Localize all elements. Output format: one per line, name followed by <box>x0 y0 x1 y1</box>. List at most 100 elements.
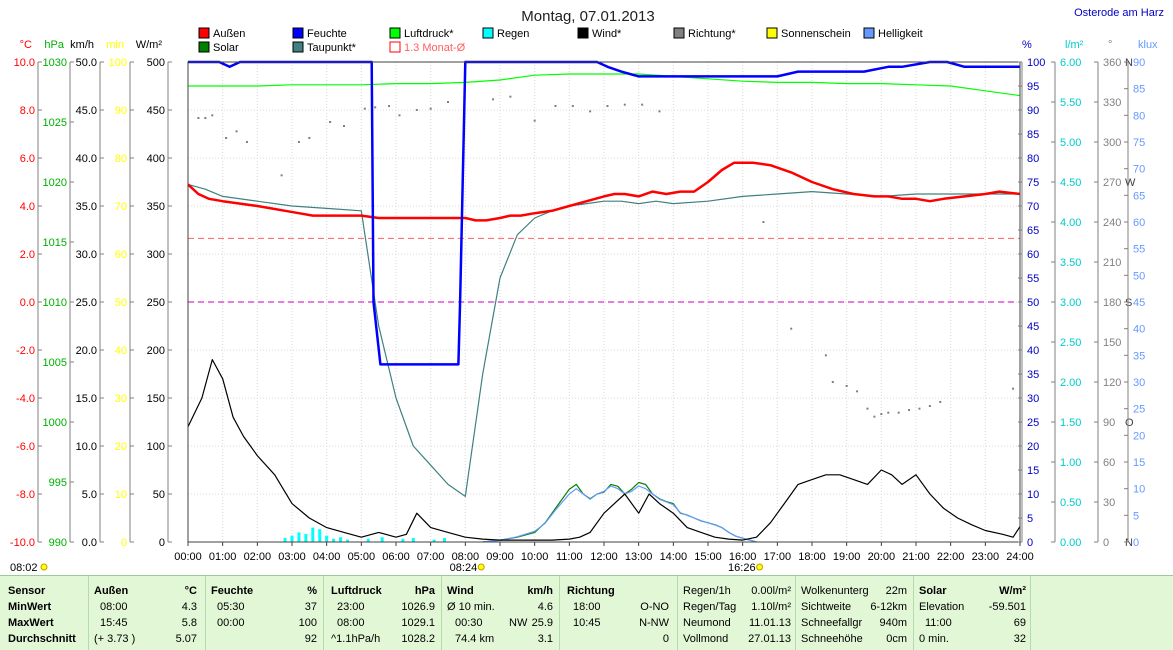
luftdruck-unit: hPa <box>414 585 435 597</box>
direction-dot <box>939 401 942 403</box>
wolkenunterg-value: 22m <box>885 585 907 597</box>
richtung-max-value: N-NW <box>639 617 669 629</box>
axis-tick-label-left: 45.0 <box>76 105 97 117</box>
rain-bar <box>283 538 287 542</box>
x-tick-label: 24:00 <box>1006 551 1034 563</box>
direction-dot <box>235 130 238 133</box>
direction-dot <box>343 125 345 127</box>
solar-avg-value: 32 <box>1013 633 1026 645</box>
aussen-max-value: 5.8 <box>181 617 197 629</box>
x-tick-label: 06:00 <box>382 551 410 563</box>
direction-dot <box>845 385 848 387</box>
sun-marker-icon <box>40 563 48 571</box>
rain-bars <box>283 527 447 542</box>
axis-tick-label-right: 80 <box>1133 110 1145 122</box>
axis-unit-left: min <box>106 39 124 51</box>
axis-tick-label-left: 35.0 <box>76 201 97 213</box>
solar-sunshine-minutes: 0 min. <box>919 633 949 645</box>
direction-dot <box>492 98 495 101</box>
axis-tick-label-left: -4.0 <box>16 393 35 405</box>
legend-swatch <box>198 27 210 39</box>
x-tick-label: 11:00 <box>556 551 583 563</box>
axis-tick-label-left: 990 <box>49 537 67 549</box>
axis-tick-label-right: 80 <box>1027 153 1039 165</box>
direction-dot <box>928 405 931 407</box>
axis-tick-label-right: 5 <box>1133 510 1139 522</box>
axis-tick-label-left: 50.0 <box>76 57 97 69</box>
axis-tick-label-right: 30 <box>1027 393 1039 405</box>
legend-label: Feuchte <box>307 28 347 40</box>
direction-dot <box>873 415 876 418</box>
axis-tick-label-left: 1000 <box>43 417 67 429</box>
rain-bar <box>318 529 322 542</box>
axis-tick-label-left: 50 <box>153 489 165 501</box>
aussen-avg-note: (+ 3.73 ) <box>94 633 136 645</box>
axis-tick-label-left: 15.0 <box>76 393 97 405</box>
axis-tick-label-right: 3.00 <box>1060 297 1081 309</box>
legend-item[interactable]: Taupunkt* <box>292 41 357 54</box>
axis-tick-label-right: 4.00 <box>1060 217 1081 229</box>
x-tick-label: 08:00 <box>452 551 480 563</box>
legend-item[interactable]: Helligkeit <box>863 27 923 40</box>
legend-item[interactable]: Regen <box>482 27 529 40</box>
legend-swatch <box>863 27 875 39</box>
axis-tick-label-left: 60 <box>115 249 127 261</box>
wind-max-time: 00:30 <box>455 617 483 629</box>
legend-label: Solar <box>213 42 239 54</box>
legend-item[interactable]: Außen <box>198 27 245 40</box>
direction-dot <box>824 354 827 357</box>
direction-dot <box>897 411 900 414</box>
axis-tick-label-right: 95 <box>1027 81 1039 93</box>
legend-item[interactable]: Solar <box>198 41 239 54</box>
direction-dot <box>571 105 574 107</box>
legend-label: Taupunkt* <box>307 42 357 54</box>
legend-swatch <box>292 27 304 39</box>
direction-dot <box>415 109 418 111</box>
legend-item[interactable]: Sonnenschein <box>766 27 851 40</box>
legend-label: Wind* <box>592 28 622 40</box>
legend-item[interactable]: Richtung* <box>673 27 736 40</box>
rain-bar <box>290 535 294 542</box>
sun-marker-icon <box>756 563 764 571</box>
schneehoehe-value: 0cm <box>886 633 907 645</box>
axis-tick-label-left: 10.0 <box>14 57 35 69</box>
series-line-feuchte <box>188 60 1020 366</box>
aussen-min-value: 4.3 <box>181 601 197 613</box>
axis-tick-label-right: 2.00 <box>1060 377 1081 389</box>
series-lines <box>187 60 1021 543</box>
legend-item[interactable]: Luftdruck* <box>389 27 454 40</box>
legend-label: 1.3 Monat-Ø <box>404 42 466 54</box>
richtung-max-time: 10:45 <box>573 617 601 629</box>
rain-bar <box>411 538 415 542</box>
axis-tick-label-left: 30 <box>115 393 127 405</box>
axis-tick-label-left: 10 <box>115 489 127 501</box>
rain-bar <box>339 537 343 542</box>
legend-item[interactable]: Feuchte <box>292 27 347 40</box>
axis-tick-label-right: 90 <box>1027 105 1039 117</box>
axis-tick-label-right: 75 <box>1027 177 1039 189</box>
legend-swatch <box>577 27 589 39</box>
direction-dot <box>197 117 200 119</box>
axis-unit-left: °C <box>20 39 32 51</box>
legend[interactable]: Außen Feuchte Luftdruck* Regen Wind* Richtung… <box>198 27 923 54</box>
rain-bar <box>380 537 384 542</box>
sichtweite-label: Sichtweite <box>801 601 852 613</box>
wind-avg10-label: Ø 10 min. <box>447 601 495 613</box>
richtung-header: Richtung <box>567 585 615 597</box>
axis-tick-label-left: 20.0 <box>76 345 97 357</box>
axis-tick-label-right: 6.00 <box>1060 57 1081 69</box>
direction-dot <box>831 381 834 383</box>
wind-avg-value: 3.1 <box>537 633 553 645</box>
axis-tick-label-right: 20 <box>1027 441 1039 453</box>
schneefallgr-value: 940m <box>879 617 907 629</box>
axis-tick-label-left: 40 <box>115 345 127 357</box>
axis-tick-label-right: 25 <box>1133 404 1145 416</box>
legend-item[interactable]: 1.3 Monat-Ø <box>389 41 466 54</box>
rain-bar <box>443 538 447 542</box>
aussen-unit: °C <box>184 585 197 597</box>
compass-label: S <box>1125 297 1132 309</box>
stats-panel: Sensor MinWert MaxWert Durchschnitt Auße… <box>0 575 1173 650</box>
axes: °C 10.0 8.0 6.0 4.0 2.0 0.0 -2.0 -4.0 -6.0 -8.0 -10… <box>10 39 1158 549</box>
direction-dot <box>447 101 449 103</box>
legend-item[interactable]: Wind* <box>577 27 622 40</box>
